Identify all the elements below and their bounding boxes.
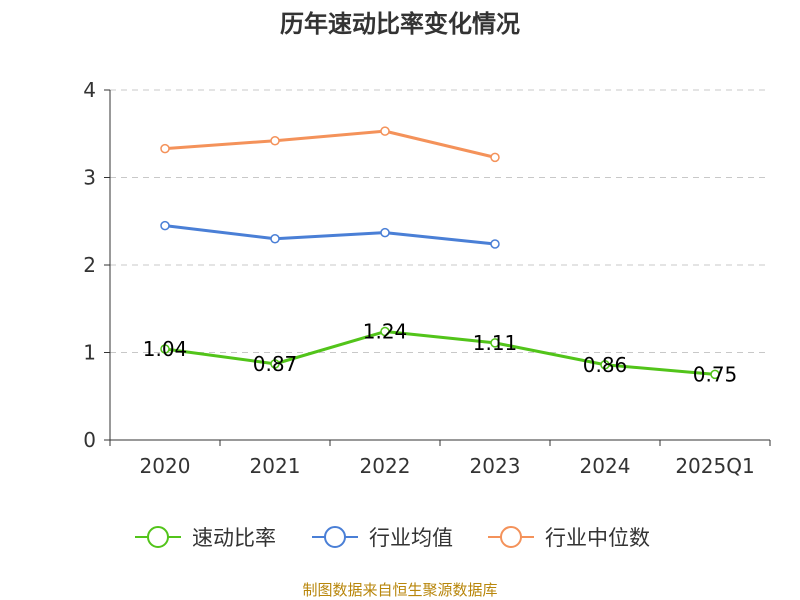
chart-title: 历年速动比率变化情况 — [280, 10, 520, 38]
y-tick-labels: 0 1 2 3 4 — [83, 78, 96, 452]
legend-item-0[interactable]: 速动比率 — [135, 526, 276, 550]
y-tick-label: 4 — [83, 78, 96, 102]
series-0-point[interactable] — [710, 369, 720, 380]
legend-label: 行业均值 — [369, 526, 453, 550]
x-tick-labels: 2020 2021 2022 2023 2024 2025Q1 — [140, 454, 755, 478]
data-labels: 1.04 0.87 1.24 1.11 0.86 0.75 — [143, 320, 738, 387]
series-2-line — [164, 129, 496, 159]
axes — [104, 89, 771, 446]
series-0-line — [164, 330, 716, 376]
series-0-point[interactable] — [490, 338, 500, 348]
data-label: 1.04 — [143, 337, 188, 361]
series-group — [160, 126, 720, 380]
y-tick-label: 0 — [83, 428, 96, 452]
x-tick-label: 2021 — [250, 454, 301, 478]
data-label: 0.87 — [253, 352, 298, 376]
series-1-point[interactable] — [160, 220, 170, 231]
series-2-point[interactable] — [380, 126, 390, 136]
x-tick-label: 2022 — [360, 454, 411, 478]
x-tick-label: 2020 — [140, 454, 191, 478]
legend-item-2[interactable]: 行业中位数 — [488, 526, 650, 550]
series-2-point[interactable] — [490, 152, 500, 163]
series-1-point[interactable] — [490, 239, 500, 249]
legend-label: 速动比率 — [192, 526, 276, 550]
y-tick-label: 3 — [83, 166, 96, 190]
series-2-point[interactable] — [160, 143, 170, 154]
x-tick-label: 2025Q1 — [675, 454, 754, 478]
legend-swatch-marker — [500, 526, 522, 548]
data-label: 0.86 — [583, 353, 628, 377]
data-label: 0.75 — [693, 362, 738, 386]
series-1-line — [164, 224, 496, 246]
grid — [110, 89, 770, 353]
legend-item-1[interactable]: 行业均值 — [312, 526, 453, 550]
legend-swatch-marker — [324, 526, 346, 548]
data-label: 1.11 — [473, 331, 518, 355]
data-label: 1.24 — [363, 320, 408, 344]
legend-swatch-marker — [147, 526, 169, 548]
x-tick-label: 2023 — [470, 454, 521, 478]
series-0-point[interactable] — [160, 344, 170, 354]
series-1-point[interactable] — [380, 227, 390, 238]
series-2-point[interactable] — [270, 136, 280, 146]
series-1-point[interactable] — [270, 234, 280, 244]
series-0-point[interactable] — [380, 326, 390, 337]
series-0-point[interactable] — [270, 359, 280, 369]
legend[interactable]: 速动比率 行业均值 行业中位数 — [135, 526, 650, 550]
y-tick-label: 1 — [83, 341, 96, 365]
source-note: 制图数据来自恒生聚源数据库 — [302, 581, 497, 599]
series-0-point[interactable] — [600, 360, 610, 370]
y-tick-label: 2 — [83, 253, 96, 277]
x-tick-label: 2024 — [580, 454, 631, 478]
legend-label: 行业中位数 — [545, 526, 650, 550]
